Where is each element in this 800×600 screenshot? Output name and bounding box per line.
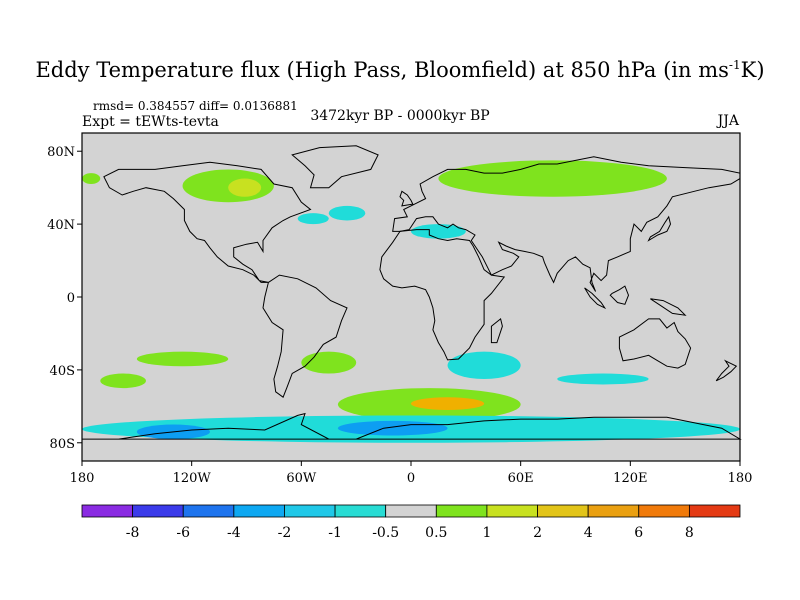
colorbar-box xyxy=(486,504,538,518)
coast-south-america xyxy=(262,274,348,398)
coast-britain xyxy=(399,190,414,207)
colorbar-label: -6 xyxy=(176,525,190,541)
colorbar-box xyxy=(688,504,741,518)
anomaly-south-atlantic-green xyxy=(301,351,357,374)
lon-tick-label: 180 xyxy=(728,471,753,486)
lat-tick-label: 80S xyxy=(50,437,75,452)
rmsd-value: 0.384557 xyxy=(137,99,196,113)
colorbar-label: -0.5 xyxy=(372,525,399,541)
coast-new-zealand xyxy=(715,359,738,382)
colorbar-label: -8 xyxy=(126,525,140,541)
colorbar-label: -1 xyxy=(328,525,342,541)
coast-north-america xyxy=(103,161,312,283)
anomaly-south-pacific-green-2 xyxy=(100,373,146,389)
lon-tick-label: 120W xyxy=(173,471,212,486)
anomaly-northwest-atlantic-cyan xyxy=(297,213,329,225)
anomaly-south-africa-cyan xyxy=(447,351,521,380)
colorbar-label: -2 xyxy=(278,525,292,541)
coast-japan xyxy=(647,215,672,242)
lon-tick-label: 120E xyxy=(613,471,647,486)
colorbar-box xyxy=(385,504,437,518)
colorbar-label: 2 xyxy=(533,525,542,541)
colorbar-box xyxy=(132,504,184,518)
anomaly-siberia-green xyxy=(438,160,667,197)
coast-sumatra xyxy=(584,287,607,310)
coast-australia xyxy=(618,318,692,369)
coast-madagascar xyxy=(490,318,503,344)
colorbar-label: 0.5 xyxy=(425,525,447,541)
anomaly-southern-ocean-orange xyxy=(411,397,485,410)
experiment-label: Expt = tEWts-tevta xyxy=(82,114,219,130)
colorbar-box xyxy=(81,504,134,518)
colorbar-label: 1 xyxy=(482,525,491,541)
anomaly-south-pacific-green xyxy=(136,351,229,367)
lon-tick-label: 60E xyxy=(508,471,534,486)
anomaly-south-indian-cyan xyxy=(557,373,649,385)
coast-africa xyxy=(379,229,506,361)
lon-tick-label: 0 xyxy=(407,471,415,486)
anomaly-hudson-bay-yellow xyxy=(228,178,262,197)
anomaly-mediterranean-cyan xyxy=(411,224,466,239)
colorbar-label: 6 xyxy=(634,525,643,541)
colorbar-label: 4 xyxy=(584,525,593,541)
season-label: JJA xyxy=(717,113,739,129)
coast-new-guinea xyxy=(650,298,687,316)
anomaly-north-atlantic-cyan xyxy=(328,205,366,221)
anomaly-antarctic-blue-2 xyxy=(337,420,448,436)
anomaly-north-pacific-green xyxy=(82,173,101,185)
colorbar-label: -4 xyxy=(227,525,241,541)
lon-tick-label: 180 xyxy=(70,471,95,486)
lat-tick-label: 40N xyxy=(47,218,75,233)
lat-tick-label: 40S xyxy=(50,364,75,379)
colorbar-box xyxy=(435,504,488,518)
colorbar-box xyxy=(537,504,589,518)
coast-antarctica xyxy=(82,412,742,440)
coast-eurasia xyxy=(392,156,741,292)
lat-tick-label: 80N xyxy=(47,145,75,160)
coast-greenland xyxy=(291,145,379,189)
colorbar-box xyxy=(334,504,387,518)
colorbar-box xyxy=(587,504,640,518)
colorbar: -8 -6 -4 -2 -1 -0.5 0.5 1 2 4 6 8 xyxy=(81,504,741,541)
diff-value: 0.0136881 xyxy=(232,99,298,113)
colorbar-box xyxy=(284,504,336,518)
figure-title: Eddy Temperature flux (High Pass, Bloomf… xyxy=(35,58,765,82)
map-panel: 180 120W 60W 0 60E 120E 180 80N 40N 0 40S 80S xyxy=(47,132,753,486)
colorbar-box xyxy=(233,504,285,518)
colorbar-box xyxy=(638,504,690,518)
lat-tick-label: 0 xyxy=(67,291,75,306)
coast-borneo xyxy=(609,285,630,305)
colorbar-label: 8 xyxy=(685,525,694,541)
stats-line: rmsd= 0.384557 diff= 0.0136881 xyxy=(93,99,298,113)
colorbar-box xyxy=(182,504,235,518)
period-label: 3472kyr BP - 0000kyr BP xyxy=(310,108,490,124)
lon-tick-label: 60W xyxy=(286,471,317,486)
